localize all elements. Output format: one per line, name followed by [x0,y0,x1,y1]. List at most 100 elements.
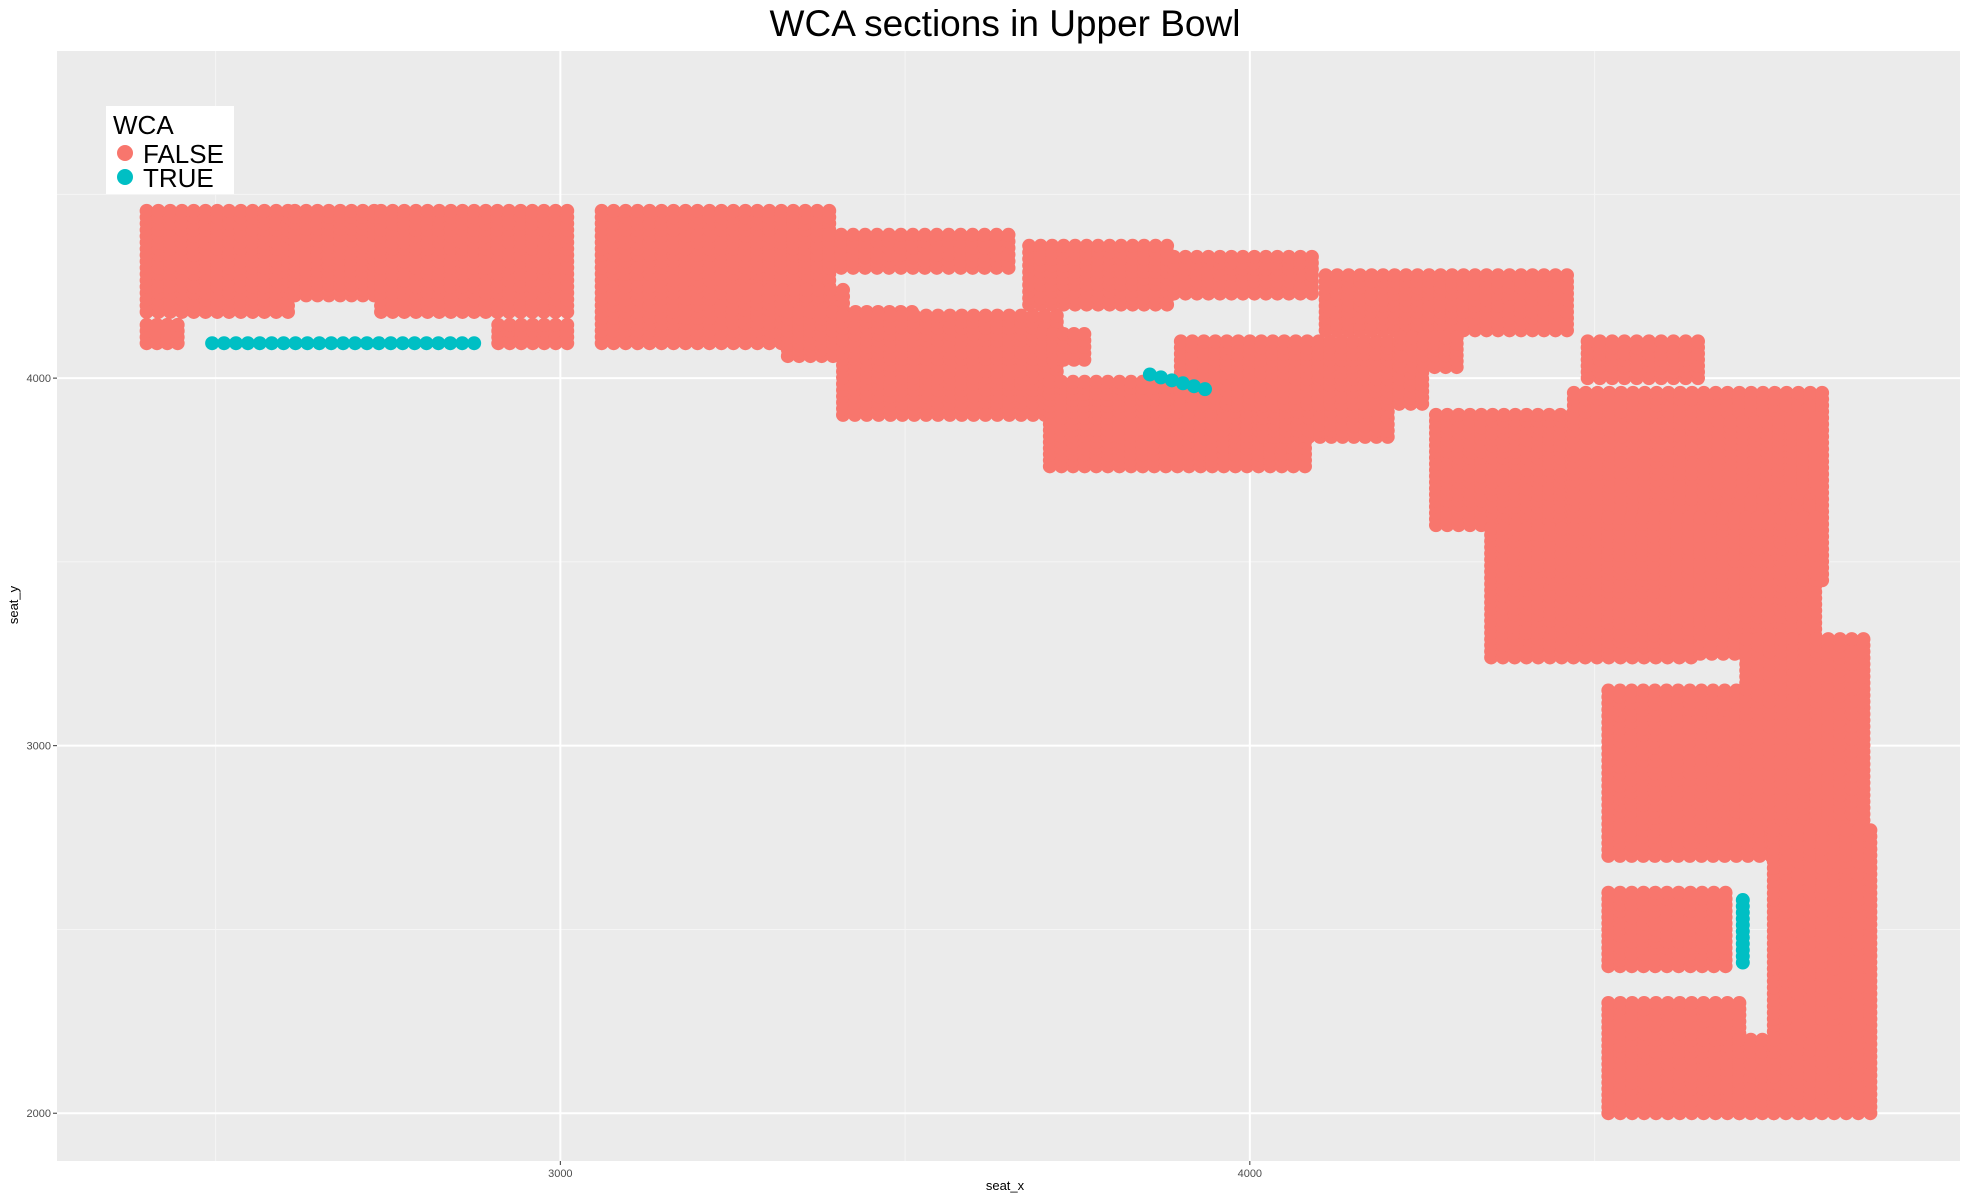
seat-point-false [1304,249,1319,264]
seat-point-false [811,282,826,297]
seat-point-false [233,203,248,218]
seat-point-false [1784,415,1799,430]
seat-point-false [385,203,400,218]
seat-point-false [714,203,729,218]
seat-point-false [594,203,609,218]
seat-point-false [1666,334,1681,349]
seat-point-false [786,282,801,297]
seat-point-false [786,203,801,218]
seat-point-false [1690,334,1705,349]
seat-point-false [618,203,633,218]
seat-point-false [1723,415,1738,430]
seat-point-false [174,203,189,218]
seat-point-false [834,227,849,242]
seat-point-false [525,317,540,332]
seat-point-false [1077,327,1092,342]
seat-point-false [1678,334,1693,349]
seat-point-false [420,203,435,218]
seat-point-false [310,203,325,218]
seat-point-false [1735,415,1750,430]
seat-point-false [170,317,185,332]
seat-point-false [160,317,175,332]
seat-point-false [513,203,528,218]
seat-point-false [630,203,645,218]
seat-point-false [502,317,517,332]
seat-point-false [198,203,213,218]
seat-point-false [762,203,777,218]
seat-point-false [1580,334,1595,349]
seat-point-false [1815,385,1830,400]
seat-point-false [690,203,705,218]
seat-point-false [810,203,825,218]
seat-point-false [858,227,873,242]
seat-point-false [929,227,944,242]
seat-point-false [502,203,517,218]
seat-point-false [355,203,370,218]
seat-point-false [408,203,423,218]
seat-point-false [548,317,563,332]
seat-point-false [548,203,563,218]
seat-point-false [537,317,552,332]
seat-point-false [536,203,551,218]
seat-point-false [333,203,348,218]
seat-point-false [491,317,506,332]
seat-point-false [455,203,470,218]
seat-point-false [432,203,447,218]
seat-point-false [893,227,908,242]
seat-point-false [774,282,789,297]
seat-point-false [321,203,336,218]
seat-point-false [222,203,237,218]
seat-point-false [467,203,482,218]
seat-point-false [941,227,956,242]
seat-point-false [822,203,837,218]
seat-point-false [186,203,201,218]
seat-point-false [870,227,885,242]
seat-point-false [798,203,813,218]
seat-point-false [836,282,851,297]
seat-point-false [397,203,412,218]
seat-point-false [525,203,540,218]
seat-point-false [560,317,575,332]
seat-point-false [1796,415,1811,430]
seat-point-false [905,227,920,242]
seat-point-false [774,203,789,218]
seat-point-false [1808,415,1823,430]
seat-point-false [287,203,302,218]
seat-point-false [702,203,717,218]
seat-point-false [1449,330,1464,345]
seat-point-false [1592,334,1607,349]
seat-point-false [139,203,154,218]
seat-point-false [1747,415,1762,430]
seat-point-false [1617,334,1632,349]
seat-point-false [210,203,225,218]
seat-point-false [726,203,741,218]
seat-point-false [1711,415,1726,430]
seat-point-false [1654,334,1669,349]
seat-point-false [269,203,284,218]
seat-point-false [965,227,980,242]
seat-point-false [151,203,166,218]
seat-point-false [245,203,260,218]
seat-point-false [606,203,621,218]
seat-point-false [762,282,777,297]
seat-point-false [163,203,178,218]
seat-point-false [977,227,992,242]
seat-point-false [953,227,968,242]
seat-point-false [666,203,681,218]
seat-point-false [1772,415,1787,430]
seat-point-false [443,203,458,218]
seat-point-false [737,282,752,297]
seat-point-false [1808,510,1823,525]
seat-point-false [822,227,837,242]
seat-point-false [823,282,838,297]
seat-point-false [881,227,896,242]
seat-point-false [678,203,693,218]
seat-point-false [139,317,154,332]
seat-point-false [478,203,493,218]
seat-point-false [514,317,529,332]
seat-point-false [750,203,765,218]
seat-point-false [750,282,765,297]
seat-point-false [149,317,164,332]
seat-point-false [1001,227,1016,242]
seat-point-false [490,203,505,218]
